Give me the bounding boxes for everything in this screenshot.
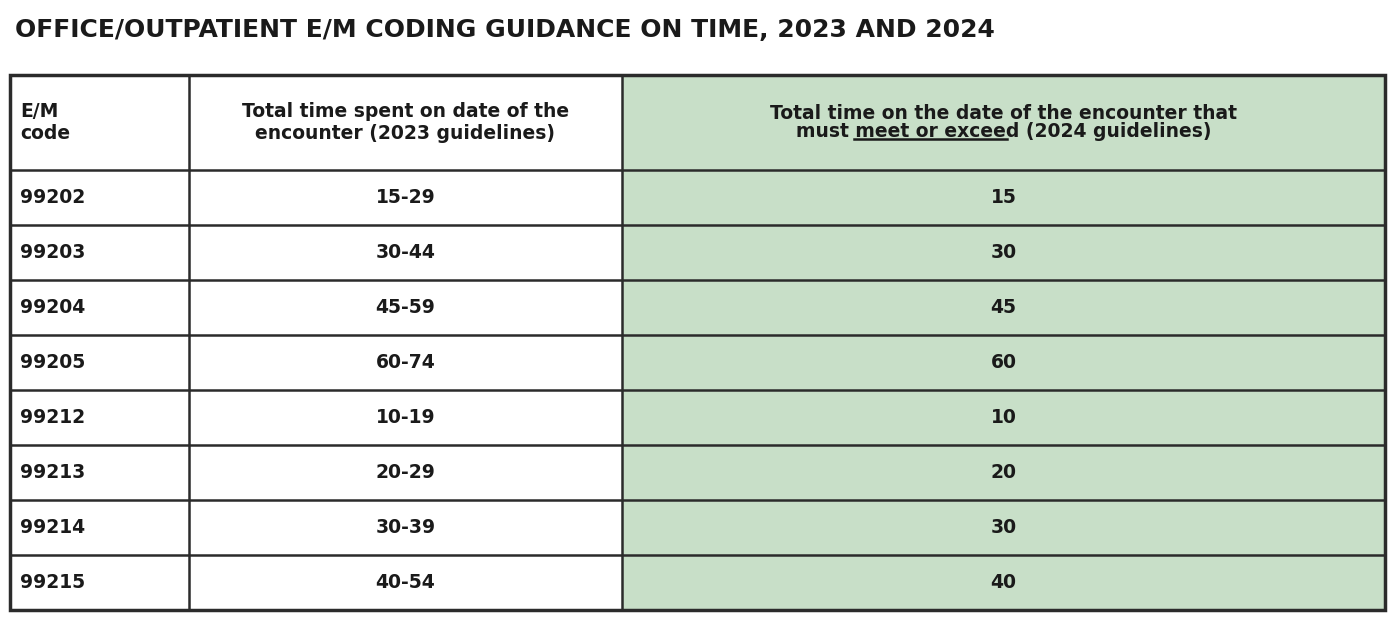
Text: 60: 60	[990, 353, 1016, 372]
Text: 20: 20	[990, 463, 1016, 482]
Text: 30-39: 30-39	[375, 518, 435, 537]
Bar	[10, 170, 189, 225]
Bar	[189, 225, 622, 280]
Bar	[189, 170, 622, 225]
Text: 15: 15	[991, 188, 1016, 207]
Bar	[622, 500, 1385, 555]
Text: 30: 30	[990, 518, 1016, 537]
Text: 40-54: 40-54	[375, 573, 435, 592]
Text: 10: 10	[991, 408, 1016, 427]
Bar	[622, 555, 1385, 610]
Bar	[189, 280, 622, 335]
Text: 99202: 99202	[20, 188, 85, 207]
Bar	[189, 555, 622, 610]
Bar	[10, 75, 189, 170]
Bar	[622, 335, 1385, 390]
Bar	[10, 390, 189, 445]
Text: E/M
code: E/M code	[20, 102, 70, 143]
Bar	[10, 225, 189, 280]
Bar	[10, 445, 189, 500]
Bar	[622, 225, 1385, 280]
Text: 99203: 99203	[20, 243, 85, 262]
Text: OFFICE/OUTPATIENT E/M CODING GUIDANCE ON TIME, 2023 AND 2024: OFFICE/OUTPATIENT E/M CODING GUIDANCE ON…	[15, 18, 995, 42]
Text: 99214: 99214	[20, 518, 85, 537]
Bar	[10, 555, 189, 610]
Text: 99212: 99212	[20, 408, 85, 427]
Text: 99215: 99215	[20, 573, 85, 592]
Bar	[10, 500, 189, 555]
Bar	[189, 445, 622, 500]
Text: 45-59: 45-59	[375, 298, 435, 317]
Bar	[189, 500, 622, 555]
Text: 45: 45	[990, 298, 1016, 317]
Text: 60-74: 60-74	[375, 353, 435, 372]
Text: 99204: 99204	[20, 298, 85, 317]
Bar	[189, 390, 622, 445]
Text: 99213: 99213	[20, 463, 85, 482]
Text: 10-19: 10-19	[375, 408, 435, 427]
Text: 99205: 99205	[20, 353, 85, 372]
Text: 30-44: 30-44	[375, 243, 435, 262]
Text: 15-29: 15-29	[375, 188, 435, 207]
Text: 40: 40	[990, 573, 1016, 592]
Bar	[10, 335, 189, 390]
Text: 20-29: 20-29	[375, 463, 435, 482]
Text: must meet or exceed (2024 guidelines): must meet or exceed (2024 guidelines)	[795, 123, 1211, 141]
Bar	[622, 445, 1385, 500]
Bar	[189, 335, 622, 390]
Bar	[189, 75, 622, 170]
Text: 30: 30	[990, 243, 1016, 262]
Bar	[10, 280, 189, 335]
Bar	[10, 75, 1385, 610]
Bar	[622, 75, 1385, 170]
Bar	[622, 170, 1385, 225]
Text: Total time spent on date of the
encounter (2023 guidelines): Total time spent on date of the encounte…	[242, 102, 568, 143]
Bar	[622, 390, 1385, 445]
Bar	[622, 280, 1385, 335]
Text: Total time on the date of the encounter that: Total time on the date of the encounter …	[770, 104, 1238, 123]
